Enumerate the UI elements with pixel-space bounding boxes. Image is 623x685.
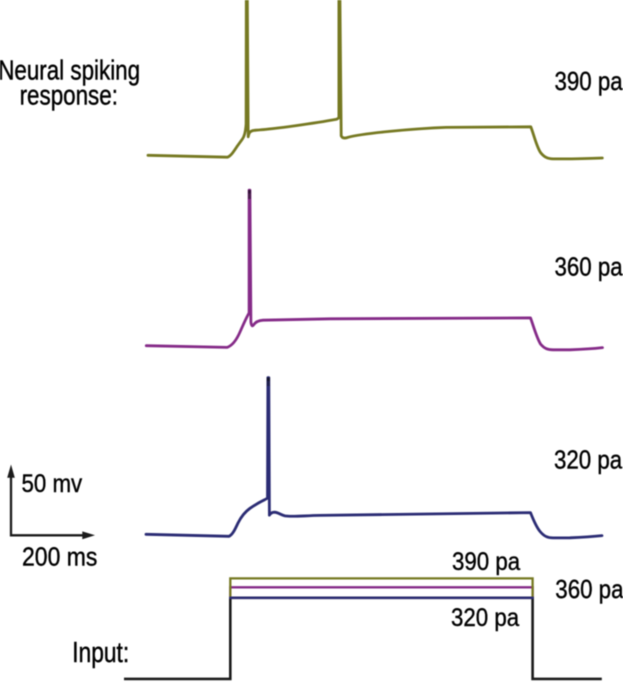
svg-text:Neural spiking: Neural spiking	[0, 55, 140, 86]
svg-text:200 ms: 200 ms	[22, 543, 97, 571]
svg-text:360 pa: 360 pa	[555, 253, 623, 282]
svg-text:320 pa: 320 pa	[451, 604, 520, 631]
svg-text:390 pa: 390 pa	[452, 548, 521, 575]
svg-text:50 mv: 50 mv	[22, 471, 83, 498]
svg-text:response:: response:	[20, 80, 118, 111]
svg-text:320 pa: 320 pa	[554, 446, 623, 475]
svg-text:390 pa: 390 pa	[555, 68, 623, 97]
svg-text:360 pa: 360 pa	[555, 576, 623, 605]
svg-text:Input:: Input:	[72, 638, 129, 669]
